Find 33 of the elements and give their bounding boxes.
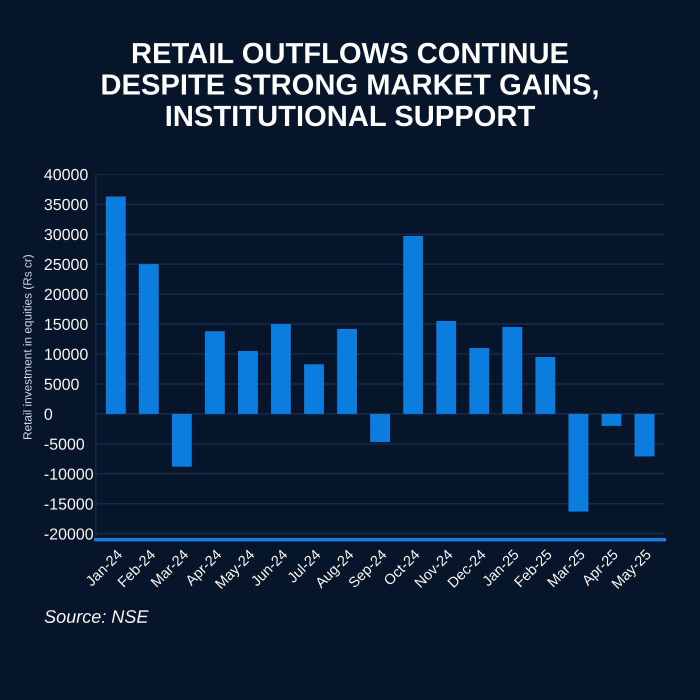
- bar: [172, 414, 192, 467]
- bar: [634, 414, 654, 456]
- bar: [238, 351, 258, 414]
- bar: [502, 327, 522, 414]
- y-tick-label: -5000: [44, 438, 84, 450]
- bar: [568, 414, 588, 512]
- y-tick-label: 35000: [44, 198, 88, 210]
- y-tick-label: -20000: [44, 528, 93, 540]
- bar: [535, 357, 556, 414]
- y-tick-label: 15000: [45, 318, 88, 330]
- bar: [106, 196, 126, 414]
- y-tick-label: 20000: [44, 288, 88, 300]
- bar: [403, 236, 424, 414]
- y-tick-label: 25000: [44, 258, 88, 270]
- source-note: Source: NSE: [44, 610, 149, 623]
- bar: [370, 414, 390, 442]
- bar: [271, 324, 291, 414]
- y-tick-label: -10000: [44, 468, 93, 480]
- y-tick-label: 10000: [45, 348, 88, 360]
- bar: [304, 364, 324, 414]
- bar: [469, 348, 490, 414]
- y-tick-label: -15000: [44, 498, 93, 510]
- chart-title: RETAIL OUTFLOWS CONTINUE DESPITE STRONG MARKET GAINS, INSTITUTIONAL SUPPORT: [102, 42, 598, 126]
- y-axis-title: Retail investment in equities (Rs cr): [22, 255, 34, 439]
- bar: [602, 414, 622, 426]
- y-tick-label: 30000: [44, 228, 88, 240]
- bar: [138, 264, 159, 414]
- bar: [204, 331, 225, 414]
- y-tick-label: 40000: [44, 168, 88, 180]
- y-tick-label: 5000: [44, 378, 79, 390]
- bar: [337, 328, 357, 414]
- bar: [436, 321, 456, 414]
- y-tick-label: 0: [44, 408, 52, 420]
